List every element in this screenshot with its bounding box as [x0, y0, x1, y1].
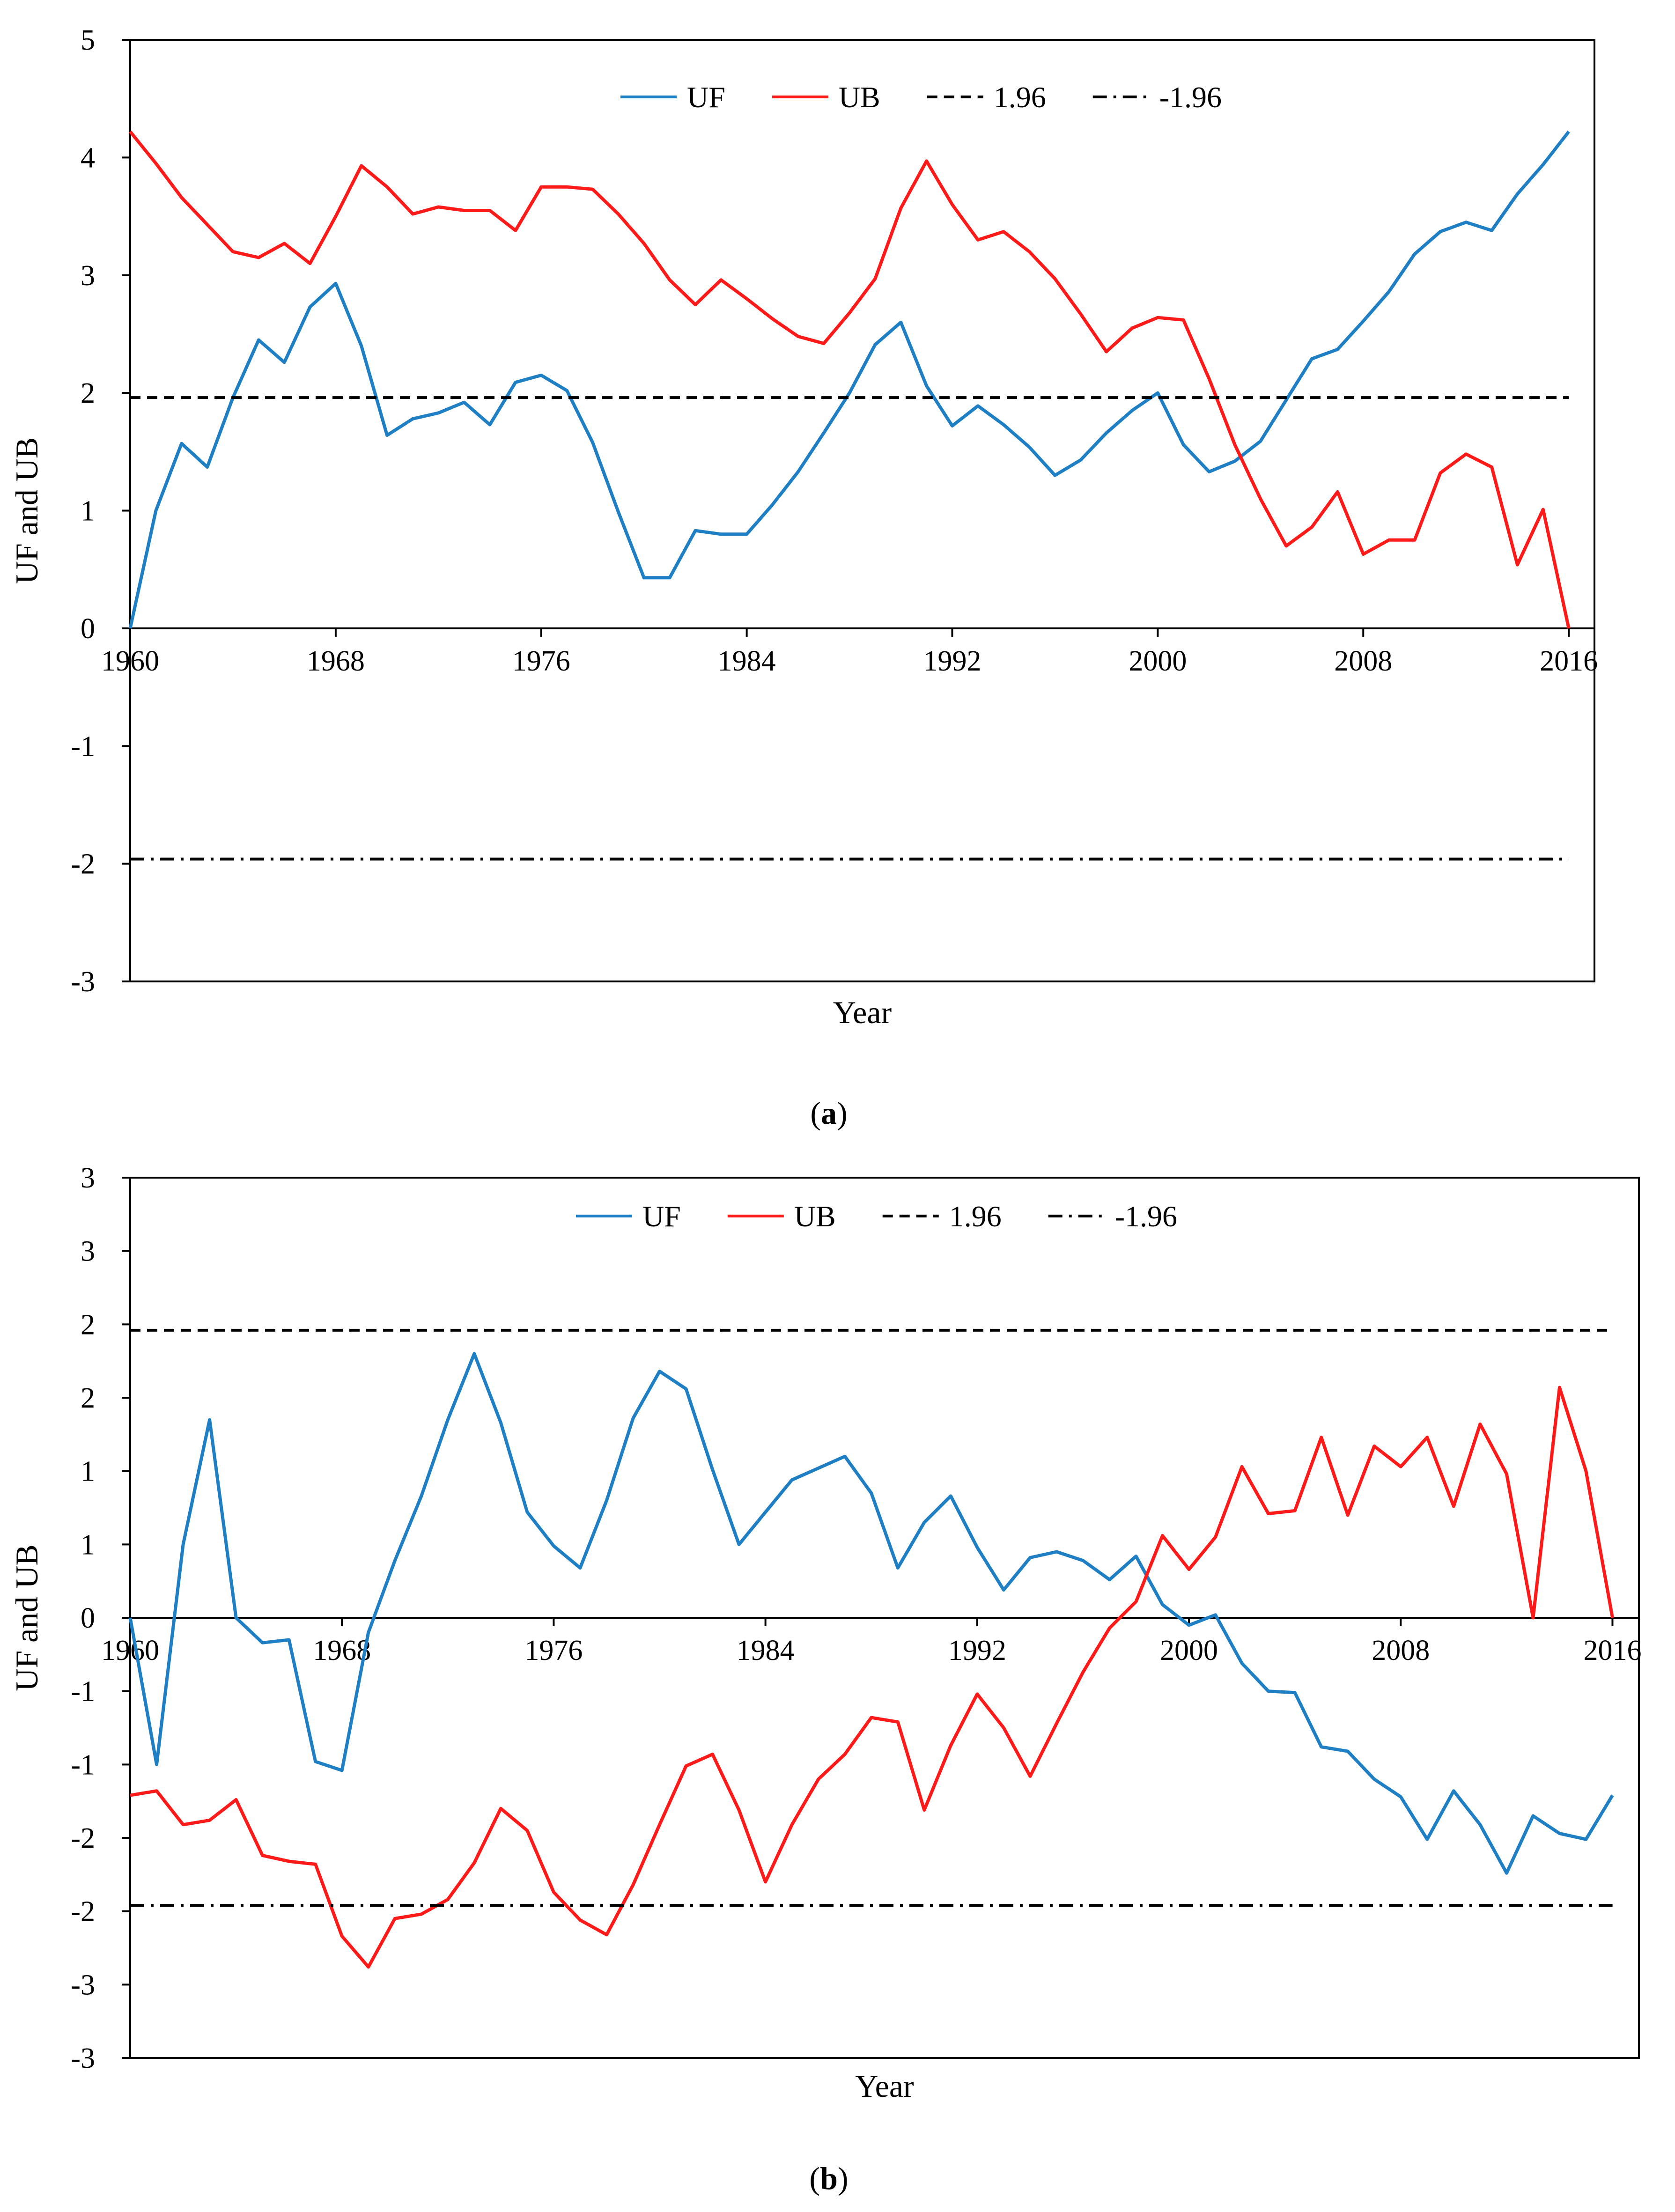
y-tick-label: 3 — [81, 1236, 95, 1268]
legend-label-UB: UB — [839, 81, 880, 114]
y-tick-label: -1 — [71, 1749, 95, 1781]
x-tick-label: 2008 — [1372, 1635, 1430, 1666]
legend-label--1.96: -1.96 — [1159, 81, 1222, 114]
x-tick-label: 1976 — [512, 645, 570, 677]
x-tick-label: 1992 — [948, 1635, 1006, 1666]
caption-b-letter: b — [820, 2160, 838, 2196]
x-tick-label: 2008 — [1334, 645, 1392, 677]
y-tick-label: 0 — [81, 613, 95, 645]
y-tick-label: -3 — [71, 966, 95, 998]
y-tick-label: 1 — [81, 1456, 95, 1488]
x-tick-label: 1960 — [101, 1635, 159, 1666]
caption-b-close: ) — [838, 2160, 849, 2196]
y-tick-label: -3 — [71, 1969, 95, 2001]
y-tick-label: 3 — [81, 1162, 95, 1194]
caption-b: (b) — [809, 2160, 848, 2196]
x-tick-label: 1960 — [101, 645, 159, 677]
x-tick-label: 1984 — [737, 1635, 795, 1666]
y-tick-label: 1 — [81, 495, 95, 527]
legend-label-1.96: 1.96 — [949, 1200, 1002, 1233]
y-tick-label: 2 — [81, 1309, 95, 1341]
y-tick-label: 0 — [81, 1602, 95, 1634]
series-line-UF — [128, 130, 1570, 629]
legend-label-1.96: 1.96 — [994, 81, 1046, 114]
x-tick-label: 1976 — [524, 1635, 583, 1666]
x-tick-label: 1968 — [307, 645, 365, 677]
y-tick-label: -2 — [71, 1822, 95, 1854]
x-axis-title-b: Year — [855, 2068, 914, 2104]
x-tick-label: 2000 — [1160, 1635, 1218, 1666]
x-tick-label: 2016 — [1583, 1635, 1641, 1666]
legend-label-UB: UB — [794, 1200, 836, 1233]
caption-a: (a) — [810, 1095, 847, 1131]
y-tick-label: -1 — [71, 730, 95, 762]
caption-a-close: ) — [837, 1095, 848, 1131]
caption-b-open: ( — [809, 2160, 820, 2196]
y-axis-title-a: UF and UB — [9, 437, 44, 584]
x-tick-label: 1984 — [718, 645, 776, 677]
y-tick-label: 5 — [81, 24, 95, 56]
x-axis-title-a: Year — [833, 995, 892, 1030]
caption-a-open: ( — [810, 1095, 821, 1131]
y-tick-label: 3 — [81, 260, 95, 292]
x-tick-label: 2000 — [1129, 645, 1187, 677]
y-tick-label: 4 — [81, 142, 95, 174]
x-tick-label: 1992 — [923, 645, 981, 677]
y-tick-label: -3 — [71, 2042, 95, 2074]
legend-label-UF: UF — [687, 81, 725, 114]
legend-label--1.96: -1.96 — [1115, 1200, 1177, 1233]
y-tick-label: -2 — [71, 848, 95, 880]
series-line-UB — [129, 130, 1571, 629]
y-axis-title-b: UF and UB — [9, 1544, 44, 1691]
series-line-UB — [130, 1386, 1614, 1969]
y-tick-label: 2 — [81, 377, 95, 409]
caption-a-letter: a — [821, 1095, 837, 1131]
y-tick-label: -2 — [71, 1896, 95, 1928]
y-tick-label: -1 — [71, 1676, 95, 1708]
chart-panel-a: -3 -2 -1 0 1 2 3 4 5 1960 1968 1976 1984 1992 2000 2008… — [9, 24, 1598, 1131]
x-tick-label: 2016 — [1540, 645, 1598, 677]
legend-label-UF: UF — [642, 1200, 681, 1233]
y-tick-label: 1 — [81, 1529, 95, 1561]
y-tick-label: 2 — [81, 1382, 95, 1414]
series-line-UF — [128, 1352, 1614, 1875]
